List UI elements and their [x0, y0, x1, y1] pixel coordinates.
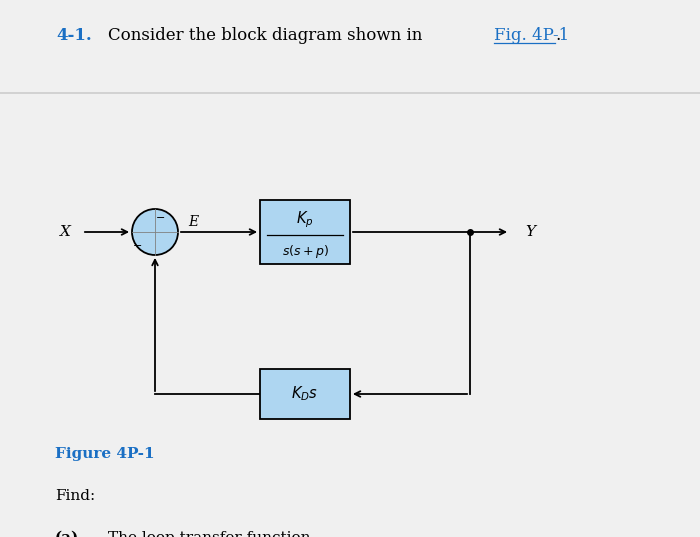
Text: 4-1.: 4-1.	[56, 27, 92, 44]
Text: X: X	[60, 225, 71, 239]
Circle shape	[132, 209, 178, 255]
Text: .: .	[555, 27, 560, 44]
Text: The loop transfer function.: The loop transfer function.	[108, 531, 315, 537]
Text: $K_p$: $K_p$	[296, 209, 314, 229]
Text: Consider the block diagram shown in: Consider the block diagram shown in	[108, 27, 428, 44]
Text: −: −	[156, 213, 166, 223]
Text: $K_D s$: $K_D s$	[291, 384, 318, 403]
Bar	[260, 369, 350, 419]
Bar	[260, 200, 350, 264]
Text: E: E	[188, 215, 198, 229]
Text: Y: Y	[525, 225, 535, 239]
Text: Figure 4P-1: Figure 4P-1	[55, 447, 155, 461]
Text: −: −	[133, 241, 143, 251]
Text: (a): (a)	[55, 531, 79, 537]
Text: Fig. 4P-1: Fig. 4P-1	[494, 27, 568, 44]
Text: $s(s+p)$: $s(s+p)$	[281, 243, 328, 260]
Text: Find:: Find:	[55, 489, 95, 503]
